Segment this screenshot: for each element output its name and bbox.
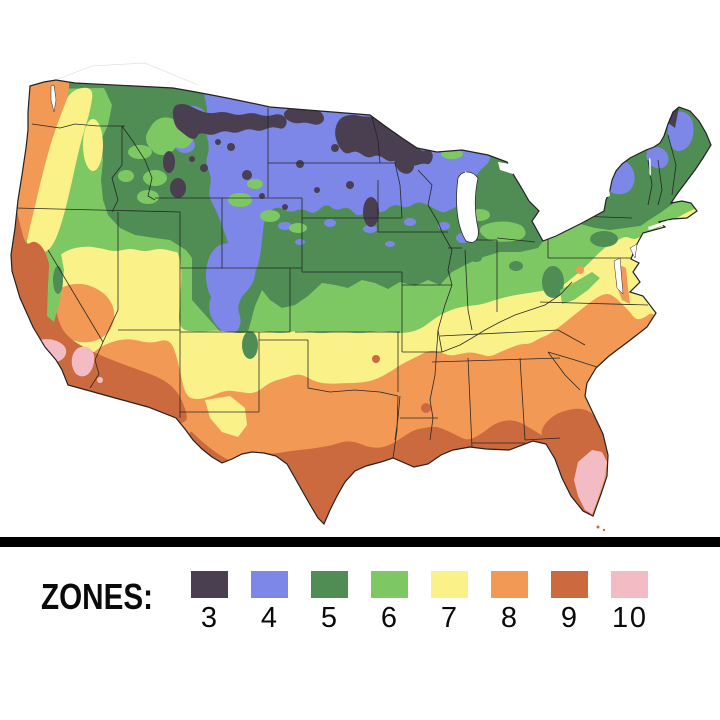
svg-text:ZONES:: ZONES: [41, 576, 153, 617]
svg-text:8: 8 [501, 602, 517, 634]
svg-text:6: 6 [381, 602, 397, 634]
svg-text:7: 7 [441, 602, 457, 634]
svg-text:9: 9 [561, 602, 577, 634]
svg-text:3: 3 [201, 602, 217, 634]
svg-text:5: 5 [321, 602, 337, 634]
svg-text:10: 10 [612, 602, 646, 634]
svg-text:4: 4 [261, 602, 277, 634]
